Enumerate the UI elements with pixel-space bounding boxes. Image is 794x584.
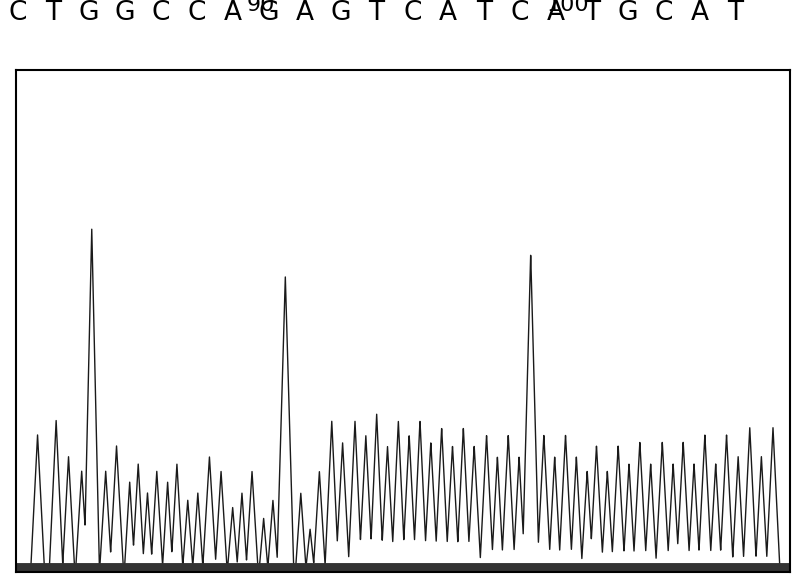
Text: A: A (547, 0, 565, 26)
Text: G: G (330, 0, 351, 26)
Text: C: C (187, 0, 206, 26)
Text: C: C (511, 0, 529, 26)
Text: T: T (476, 0, 492, 26)
Text: A: A (295, 0, 314, 26)
Text: A: A (439, 0, 457, 26)
Text: G: G (79, 0, 99, 26)
Text: C: C (403, 0, 422, 26)
Text: G: G (115, 0, 136, 26)
Text: T: T (584, 0, 599, 26)
Text: T: T (727, 0, 743, 26)
Text: C: C (152, 0, 170, 26)
Text: G: G (617, 0, 638, 26)
Text: C: C (654, 0, 673, 26)
Text: A: A (690, 0, 708, 26)
Text: T: T (45, 0, 61, 26)
Text: G: G (258, 0, 279, 26)
Text: C: C (8, 0, 27, 26)
Text: A: A (224, 0, 242, 26)
Text: 90: 90 (246, 0, 275, 15)
Text: T: T (368, 0, 384, 26)
Text: 100: 100 (546, 0, 589, 15)
